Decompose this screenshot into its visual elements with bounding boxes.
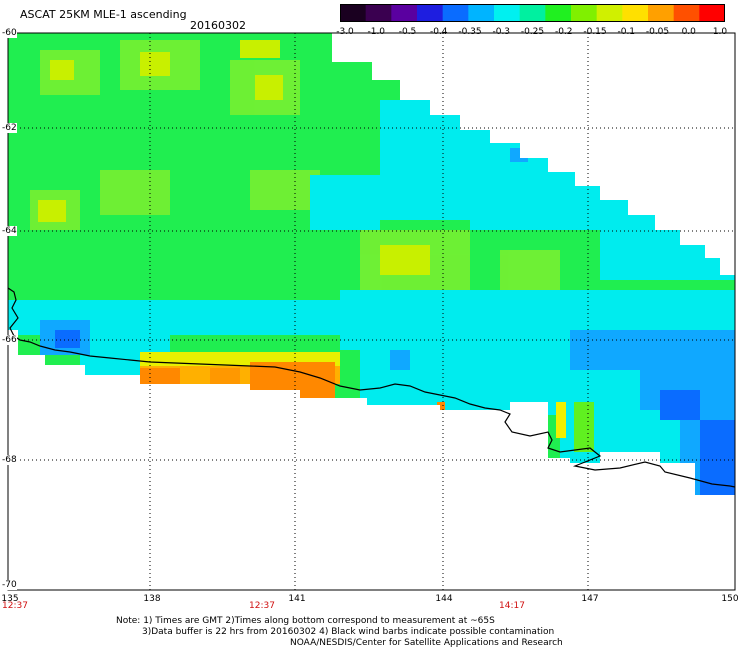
time-label: 12:37 [249, 601, 275, 611]
coastline [7, 287, 736, 488]
colorbar-swatch [365, 4, 392, 22]
colorbar-tick-label: -0.35 [458, 27, 482, 37]
colorbar-tick-label: -0.15 [583, 27, 607, 37]
product-date: 20160302 [190, 19, 246, 32]
lat-label: -70 [2, 580, 17, 590]
colorbar-swatch [545, 4, 572, 22]
colorbar-swatch [340, 4, 367, 22]
time-label: 14:17 [499, 601, 525, 611]
time-label: 12:37 [2, 601, 28, 611]
footnote-line-1: Note: 1) Times are GMT 2)Times along bot… [116, 616, 495, 626]
graticule [8, 33, 735, 590]
colorbar [340, 4, 725, 22]
product-title: ASCAT 25KM MLE-1 ascending [20, 8, 187, 21]
colorbar-swatch [519, 4, 546, 22]
colorbar-tick-label: -0.25 [520, 27, 545, 37]
colorbar-swatch [442, 4, 469, 22]
colorbar-tick-label: 0.0 [681, 27, 696, 37]
colorbar-tick-label: 1.0 [712, 27, 728, 37]
colorbar-swatch [417, 4, 444, 22]
colorbar-swatch [391, 4, 418, 22]
lat-label: -60 [2, 28, 17, 38]
colorbar-swatch [622, 4, 649, 22]
colorbar-swatch [596, 4, 623, 22]
colorbar-swatch [673, 4, 700, 22]
footnote-line-3: NOAA/NESDIS/Center for Satellite Applica… [290, 638, 563, 648]
colorbar-swatch [468, 4, 495, 22]
lon-label: 144 [435, 594, 453, 604]
lat-label: -66 [2, 335, 17, 345]
lon-label: 141 [288, 594, 306, 604]
colorbar-tick-label: -0.5 [398, 27, 417, 37]
lon-label: 147 [581, 594, 599, 604]
lon-label: 138 [143, 594, 161, 604]
lon-label: 135 [1, 594, 19, 604]
map-frame [7, 32, 736, 591]
colorbar-tick-label: -3.0 [336, 27, 354, 37]
lat-label: -68 [2, 455, 17, 465]
colorbar-tick-label: -1.0 [367, 27, 386, 37]
colorbar-tick-label: -0.1 [617, 27, 636, 37]
lat-label: -64 [2, 226, 17, 236]
colorbar-swatch [571, 4, 598, 22]
colorbar-tick-label: -0.4 [429, 27, 448, 37]
lat-label: -62 [2, 123, 17, 133]
mle-data-field [8, 33, 735, 495]
colorbar-swatch [494, 4, 521, 22]
colorbar-tick-label: -0.2 [554, 27, 573, 37]
colorbar-frame [340, 4, 725, 22]
footnote-line-2: 3)Data buffer is 22 hrs from 20160302 4)… [142, 627, 555, 637]
colorbar-swatch [648, 4, 675, 22]
colorbar-swatch [699, 4, 725, 22]
colorbar-tick-label: -0.05 [645, 27, 670, 37]
colorbar-tick-label: -0.3 [492, 27, 511, 37]
lon-label: 150 [721, 594, 739, 604]
